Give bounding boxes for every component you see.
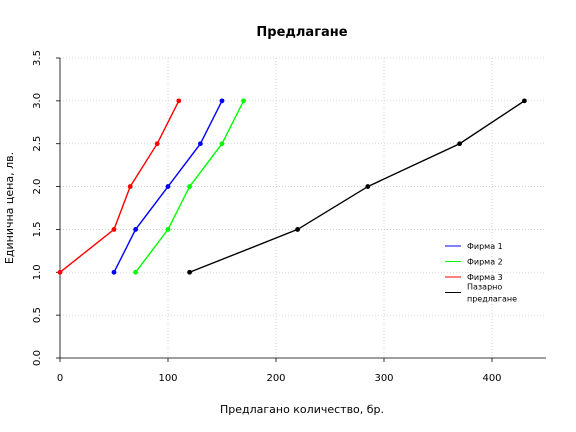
data-point (198, 141, 203, 147)
x-tick-label: 300 (374, 373, 393, 384)
grid (59, 57, 546, 359)
data-point (219, 141, 225, 147)
y-tick-label: 0.0 (32, 350, 43, 366)
x-tick-label: 400 (482, 373, 501, 384)
legend-label: Фирма 2 (467, 258, 503, 267)
data-point (187, 269, 193, 275)
y-tick-label: 2.0 (32, 179, 43, 195)
legend-label: Фирма 1 (467, 242, 503, 251)
legend-label: Фирма 3 (467, 273, 503, 282)
data-point (165, 227, 171, 232)
y-axis-label: Единична цена, лв. (3, 152, 16, 264)
y-tick-label: 3.0 (32, 93, 43, 109)
data-point (187, 184, 193, 189)
legend-label: Пазарно (467, 283, 502, 292)
data-point (241, 98, 247, 104)
data-point (111, 227, 117, 232)
data-point (57, 269, 63, 275)
data-point (111, 269, 117, 275)
data-point (365, 184, 371, 189)
series-2 (133, 98, 247, 275)
data-point (176, 98, 182, 104)
data-point (127, 184, 133, 189)
series-3 (57, 98, 182, 275)
legend-item: Фирма 3 (445, 273, 503, 282)
x-tick-label: 0 (57, 373, 63, 384)
y-tick-label: 3.5 (32, 50, 43, 66)
x-tick-label: 200 (266, 373, 285, 384)
data-point (133, 227, 139, 232)
y-tick-label: 1.0 (32, 264, 43, 280)
series-1 (111, 98, 225, 275)
series-4 (187, 98, 527, 275)
y-tick-label: 0.5 (32, 307, 43, 323)
data-point (133, 269, 139, 275)
legend-item: Фирма 1 (445, 242, 503, 251)
data-point (295, 227, 300, 232)
x-axis-label: Предлагано количество, бр. (220, 403, 384, 416)
y-tick-label: 1.5 (32, 221, 43, 237)
legend-item: Фирма 2 (445, 258, 503, 267)
y-tick-label: 2.5 (32, 136, 43, 152)
data-point (165, 184, 171, 189)
data-point (154, 141, 160, 147)
data-point (522, 98, 527, 104)
series-line (59, 100, 180, 273)
legend-label-line2: предлагане (467, 295, 517, 304)
data-point (457, 141, 462, 147)
data-point (219, 98, 225, 104)
x-tick-label: 100 (158, 373, 177, 384)
series (57, 98, 527, 275)
legend-item: Пазарно предлагане (445, 283, 517, 304)
axes: 0 100 200 300 400 0.0 0.5 1.0 1.5 2.0 2.5 3.0 3.5 (32, 50, 546, 384)
chart-title: Предлагане (256, 25, 347, 40)
